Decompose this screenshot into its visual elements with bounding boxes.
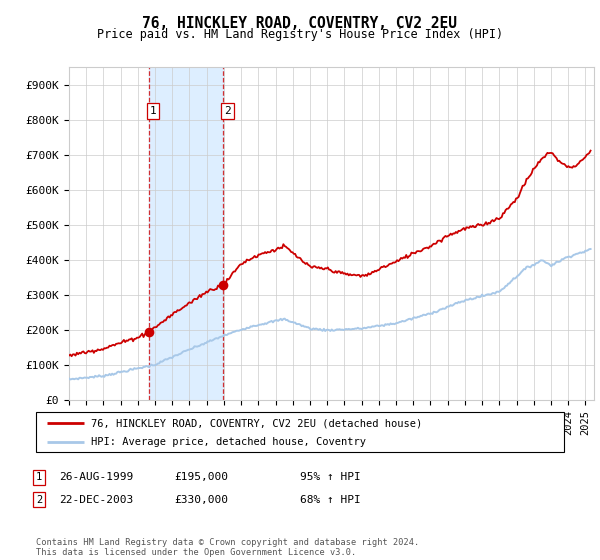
Text: HPI: Average price, detached house, Coventry: HPI: Average price, detached house, Cove… (91, 437, 367, 447)
Text: 68% ↑ HPI: 68% ↑ HPI (300, 494, 361, 505)
Text: £330,000: £330,000 (174, 494, 228, 505)
Text: £195,000: £195,000 (174, 472, 228, 482)
Text: 76, HINCKLEY ROAD, COVENTRY, CV2 2EU (detached house): 76, HINCKLEY ROAD, COVENTRY, CV2 2EU (de… (91, 418, 422, 428)
Bar (149, 67, 223, 400)
Text: Price paid vs. HM Land Registry's House Price Index (HPI): Price paid vs. HM Land Registry's House … (97, 28, 503, 41)
Text: 1: 1 (36, 472, 42, 482)
Text: Contains HM Land Registry data © Crown copyright and database right 2024.
This d: Contains HM Land Registry data © Crown c… (36, 538, 419, 557)
Text: 1: 1 (150, 106, 157, 116)
FancyBboxPatch shape (36, 412, 564, 452)
Text: 22-DEC-2003: 22-DEC-2003 (59, 494, 133, 505)
Text: 2: 2 (36, 494, 42, 505)
Text: 95% ↑ HPI: 95% ↑ HPI (300, 472, 361, 482)
Text: 26-AUG-1999: 26-AUG-1999 (59, 472, 133, 482)
Text: 76, HINCKLEY ROAD, COVENTRY, CV2 2EU: 76, HINCKLEY ROAD, COVENTRY, CV2 2EU (143, 16, 458, 31)
Text: 2: 2 (224, 106, 231, 116)
